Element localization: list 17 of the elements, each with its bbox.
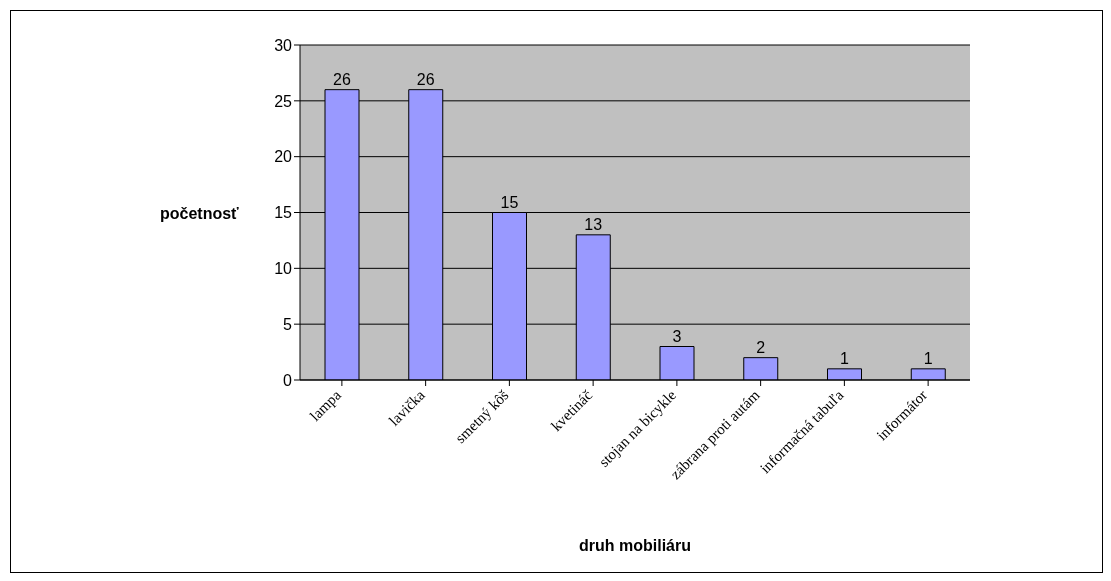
data-label: 1	[840, 349, 850, 367]
y-tick-label: 0	[283, 371, 293, 389]
data-label: 15	[500, 193, 519, 211]
x-axis-title: druh mobiliáru	[579, 537, 691, 554]
y-tick-label: 30	[274, 36, 293, 54]
y-tick-label: 15	[274, 204, 293, 222]
data-label: 3	[672, 327, 682, 345]
data-label: 13	[584, 215, 603, 233]
data-label: 1	[923, 349, 933, 367]
y-tick-label: 10	[274, 260, 293, 278]
y-tick-label: 20	[274, 148, 293, 166]
data-label: 26	[333, 70, 351, 88]
data-label: 2	[756, 338, 766, 356]
y-axis-title: početnosť	[160, 205, 239, 223]
y-tick-label: 5	[283, 315, 293, 333]
data-label: 26	[416, 70, 435, 88]
y-tick-label: 25	[274, 92, 293, 110]
